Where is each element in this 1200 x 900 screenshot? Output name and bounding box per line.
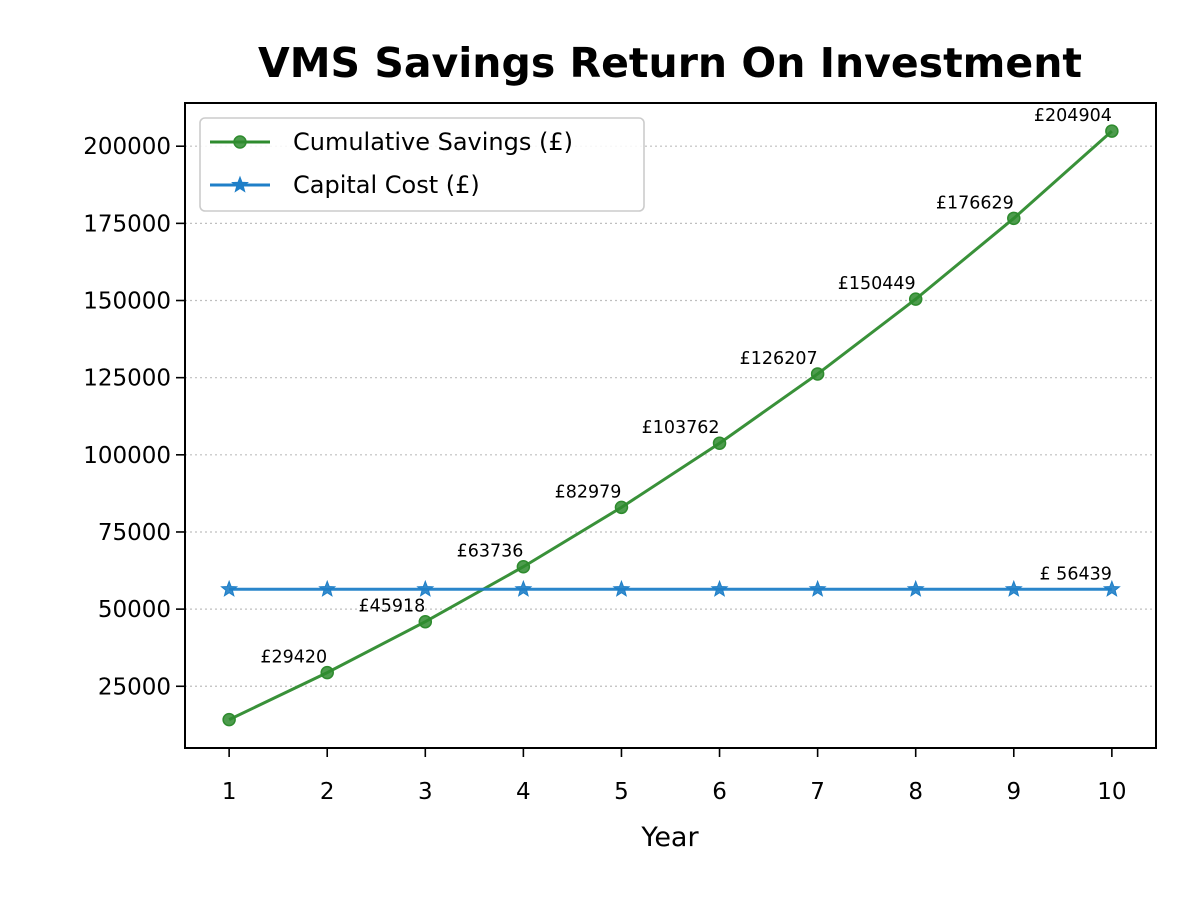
y-tick-label: 100000 [83,443,171,469]
x-tick-label: 5 [614,779,629,805]
data-point [810,367,825,381]
y-tick-label: 25000 [98,674,171,700]
data-point [906,579,925,597]
data-point [516,559,531,574]
x-tick-label: 2 [320,779,335,805]
data-point [712,436,727,450]
legend-box [199,117,645,212]
legend-label: Cumulative Savings (£) [293,128,573,156]
data-point [1004,579,1023,597]
data-point [318,579,337,597]
plot-frame [184,102,1157,749]
legend-label: Capital Cost (£) [293,171,480,199]
data-point [222,712,236,727]
data-labels: £29420 £45918 £63736 £82979 £103762 £126207 £1… [260,106,1111,668]
data-point [416,579,435,597]
data-point [1105,124,1119,138]
chart-title: VMS Savings Return On Investment [258,39,1082,87]
x-tick-label: 8 [908,779,923,805]
data-point [612,579,631,597]
x-axis-ticks: 1 2 3 4 5 6 7 8 9 10 [222,748,1127,805]
x-tick-label: 10 [1097,779,1126,805]
series-layer [220,124,1121,727]
x-tick-label: 9 [1006,779,1021,805]
data-label: £103762 [642,418,720,438]
y-axis-ticks: 25000 50000 75000 100000 125000 150000 175000 2… [83,134,185,700]
data-point [614,500,629,515]
x-tick-label: 7 [810,779,825,805]
data-point [320,665,334,680]
data-label: £29420 [260,648,327,668]
data-point [1102,579,1121,597]
data-point [1007,211,1021,226]
x-tick-label: 3 [418,779,433,805]
legend-marker [233,135,247,149]
data-point [710,579,729,597]
data-point [908,292,923,306]
y-tick-label: 50000 [98,597,171,623]
data-label: £ 56439 [1039,564,1111,584]
data-label: £150449 [838,274,916,294]
data-point [514,579,533,597]
y-tick-label: 200000 [83,134,171,160]
legend-entry: Cumulative Savings (£) [210,128,573,156]
x-tick-label: 6 [712,779,727,805]
series-line [228,129,1113,721]
y-gridlines [185,145,1156,687]
series-capital-cost [220,579,1121,597]
y-tick-label: 150000 [83,289,171,315]
data-label: £204904 [1034,106,1112,126]
legend: Cumulative Savings (£) Capital Cost (£) [199,117,645,212]
y-tick-label: 175000 [83,211,171,237]
series-cumulative-savings [222,124,1119,727]
data-label: £82979 [555,482,622,502]
data-label: £176629 [936,193,1014,213]
legend-marker [231,175,249,193]
data-label: £63736 [457,542,524,562]
data-label: £45918 [358,597,425,617]
legend-entry: Capital Cost (£) [210,171,480,199]
x-tick-label: 1 [222,779,237,805]
data-point [418,614,433,629]
y-tick-label: 75000 [98,520,171,546]
x-axis-label: Year [640,822,699,853]
x-tick-label: 4 [516,779,531,805]
data-point [220,579,239,597]
data-point [808,579,827,597]
y-tick-label: 125000 [83,366,171,392]
data-label: £126207 [740,349,818,369]
